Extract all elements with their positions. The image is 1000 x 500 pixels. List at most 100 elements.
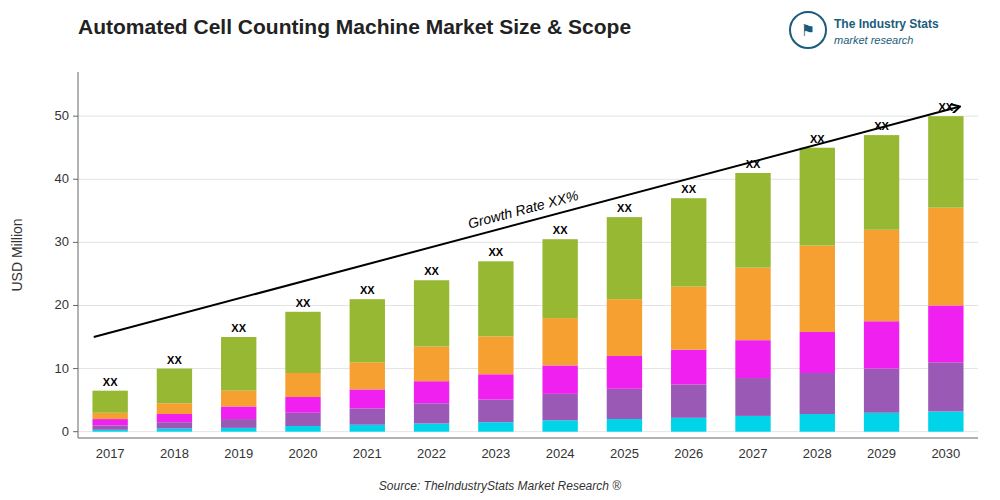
bar-segment <box>928 116 963 208</box>
grid-line <box>78 116 978 117</box>
bar-label: XX <box>489 246 504 258</box>
tick-label: 2027 <box>739 446 768 461</box>
tick-label: 50 <box>55 108 69 123</box>
logo-circle <box>790 12 826 48</box>
bar-segment <box>350 362 385 389</box>
tick-label: 2021 <box>353 446 382 461</box>
bar-segment <box>157 422 192 428</box>
chart: 0102030405020172018201920202021202220232… <box>0 0 1000 500</box>
bar-segment <box>671 198 706 286</box>
tick-label: 2022 <box>417 446 446 461</box>
bar-segment <box>157 403 192 414</box>
bar-segment <box>542 420 577 431</box>
bar-segment <box>928 305 963 362</box>
bar-segment <box>800 414 835 432</box>
bar-segment <box>414 381 449 403</box>
bar-segment <box>671 350 706 385</box>
grid-line <box>78 179 978 180</box>
logo: ⚑The Industry Statsmarket research <box>790 12 939 48</box>
grid <box>78 116 978 432</box>
bar-segment <box>221 419 256 428</box>
tick-label: 2017 <box>96 446 125 461</box>
bar-segment <box>478 400 513 423</box>
bar-segment <box>607 217 642 299</box>
bar-segment <box>864 321 899 368</box>
bar-label: XX <box>553 224 568 236</box>
bar-segment <box>350 299 385 362</box>
tick-label: 2025 <box>610 446 639 461</box>
tick-mark <box>73 368 78 369</box>
tick-label: 10 <box>55 361 69 376</box>
tick-mark <box>73 116 78 117</box>
bar-segment <box>157 429 192 432</box>
bar-segment <box>800 148 835 246</box>
bar-segment <box>607 299 642 356</box>
source: Source: TheIndustryStats Market Research… <box>379 479 621 493</box>
bar-segment <box>92 419 127 425</box>
x-axis: 2017 2018 2019 2020 2021 2022 2023 2024 2025 2026… <box>96 446 961 461</box>
tick-label: 2028 <box>803 446 832 461</box>
bar-segment <box>864 135 899 230</box>
bar-segment <box>735 268 770 341</box>
tick-label: 40 <box>55 171 69 186</box>
grid-line <box>78 368 978 369</box>
bar-label: XX <box>360 284 375 296</box>
tick-label: 2024 <box>546 446 575 461</box>
bar-segment <box>542 318 577 365</box>
y-axis-line <box>78 72 79 438</box>
bar-label: XX <box>296 297 311 309</box>
bar-segment <box>735 378 770 416</box>
bar-segment <box>285 312 320 373</box>
bar-labels: XXXXXXXXXXXXXXXXXXXXXXXXXXXX <box>103 101 954 388</box>
bar-segment <box>478 336 513 374</box>
tick-label: 2019 <box>224 446 253 461</box>
bar-segment <box>414 280 449 346</box>
bar-segment <box>92 425 127 429</box>
bar-segment <box>671 384 706 417</box>
bar-segment <box>414 423 449 431</box>
tick-label: 0 <box>62 424 69 439</box>
tick-mark <box>73 305 78 306</box>
bar-segment <box>92 391 127 413</box>
bar-segment <box>928 362 963 411</box>
bar-segment <box>928 208 963 306</box>
tick-label: 2023 <box>481 446 510 461</box>
bar-segment <box>350 425 385 432</box>
bar-label: XX <box>424 265 439 277</box>
tick-label: 2018 <box>160 446 189 461</box>
bar-segment <box>478 374 513 399</box>
bar-segment <box>800 246 835 332</box>
grid-line <box>78 242 978 243</box>
bar-label: XX <box>167 354 182 366</box>
bar-segment <box>157 414 192 422</box>
logo-subtext: market research <box>834 34 913 46</box>
tick-label: 30 <box>55 234 69 249</box>
bar-label: XX <box>617 202 632 214</box>
bar-segment <box>478 422 513 431</box>
bar-segment <box>800 332 835 373</box>
tick-mark <box>73 179 78 180</box>
logo-icon: ⚑ <box>801 21 815 40</box>
growth-label: Growth Rate XX% <box>466 187 580 232</box>
bar-segment <box>735 340 770 378</box>
bar-segment <box>350 408 385 424</box>
bar-segment <box>735 173 770 268</box>
tick-mark <box>73 431 78 432</box>
bar-segment <box>221 337 256 391</box>
y-axis: 0 10 20 30 40 50 <box>55 108 78 439</box>
bar-segment <box>414 403 449 423</box>
tick-label: 2026 <box>674 446 703 461</box>
tick-label: 20 <box>55 297 69 312</box>
title: Automated Cell Counting Machine Market S… <box>78 15 631 38</box>
bar-segment <box>735 416 770 432</box>
bar-segment <box>221 391 256 407</box>
x-axis-line <box>78 438 978 439</box>
bar-label: XX <box>681 183 696 195</box>
bars <box>92 116 963 432</box>
y-axis-label: USD Million <box>9 218 25 291</box>
tick-label: 2030 <box>931 446 960 461</box>
tick-mark <box>73 242 78 243</box>
tick-label: 2020 <box>289 446 318 461</box>
bar-segment <box>928 411 963 431</box>
bar-segment <box>478 261 513 336</box>
